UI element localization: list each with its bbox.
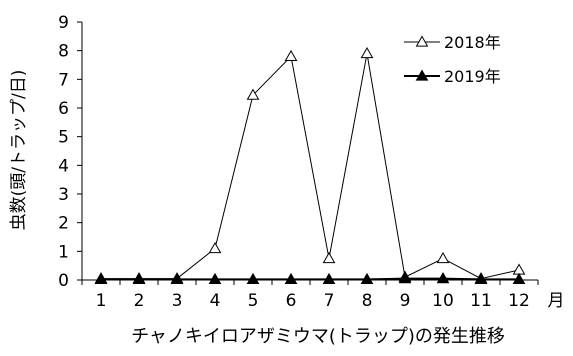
y-tick-label: 7 — [58, 70, 69, 90]
data-point — [512, 272, 526, 285]
series-line — [101, 53, 520, 280]
x-tick-label: 4 — [210, 291, 221, 311]
x-tick-label: 3 — [172, 291, 183, 311]
x-tick-label: 10 — [432, 291, 454, 311]
y-tick-label: 0 — [58, 271, 69, 291]
data-point — [360, 47, 374, 59]
x-tick-label: 1 — [96, 291, 107, 311]
legend-marker — [415, 35, 429, 47]
data-point — [246, 272, 260, 285]
y-tick-label: 4 — [58, 156, 69, 176]
y-tick-labels: 0 1 2 3 4 5 6 7 8 9 — [58, 13, 69, 291]
x-unit-label: 月 — [548, 291, 565, 311]
y-tick-label: 3 — [58, 185, 69, 205]
x-tick-labels: 1 2 3 4 5 6 7 8 9 10 11 12 — [96, 291, 530, 311]
y-tick-label: 6 — [58, 99, 69, 119]
x-tick-label: 9 — [400, 291, 411, 311]
series-2 — [94, 272, 526, 285]
data-point — [436, 251, 450, 264]
x-tick-label: 7 — [324, 291, 335, 311]
y-axis-label: 虫数(頭/トラップ/日) — [9, 70, 29, 231]
series-layer — [94, 47, 526, 285]
data-point — [284, 49, 298, 62]
data-point — [94, 272, 108, 285]
data-point — [132, 272, 146, 285]
x-axis-label: チャノキイロアザミウマ(トラップ)の発生推移 — [131, 326, 505, 347]
data-point — [474, 272, 488, 285]
data-point — [360, 272, 374, 285]
x-tick-label: 8 — [362, 291, 373, 311]
legend-marker — [415, 69, 429, 81]
y-tick-label: 2 — [58, 214, 69, 234]
data-point — [322, 272, 336, 285]
data-point — [170, 272, 184, 285]
data-point — [398, 272, 412, 284]
legend: 2018年 2019年 — [404, 33, 501, 86]
data-point — [512, 263, 526, 275]
series-line — [101, 277, 519, 281]
data-point — [208, 241, 222, 254]
data-point — [284, 272, 298, 285]
data-point — [436, 272, 450, 284]
legend-label: 2019年 — [444, 67, 501, 86]
data-point — [246, 88, 260, 100]
x-tick-label: 5 — [248, 291, 259, 311]
y-tick-label: 9 — [58, 13, 69, 33]
x-tick-label: 6 — [286, 291, 297, 311]
chart-axes — [77, 21, 539, 285]
data-point — [322, 251, 336, 264]
data-point — [208, 272, 222, 285]
x-tick-label: 11 — [470, 291, 492, 311]
x-tick-label: 2 — [134, 291, 145, 311]
y-tick-label: 5 — [58, 128, 69, 148]
x-tick-label: 12 — [508, 291, 530, 311]
y-tick-label: 8 — [58, 42, 69, 62]
legend-label: 2018年 — [444, 33, 501, 52]
y-tick-label: 1 — [58, 242, 69, 262]
